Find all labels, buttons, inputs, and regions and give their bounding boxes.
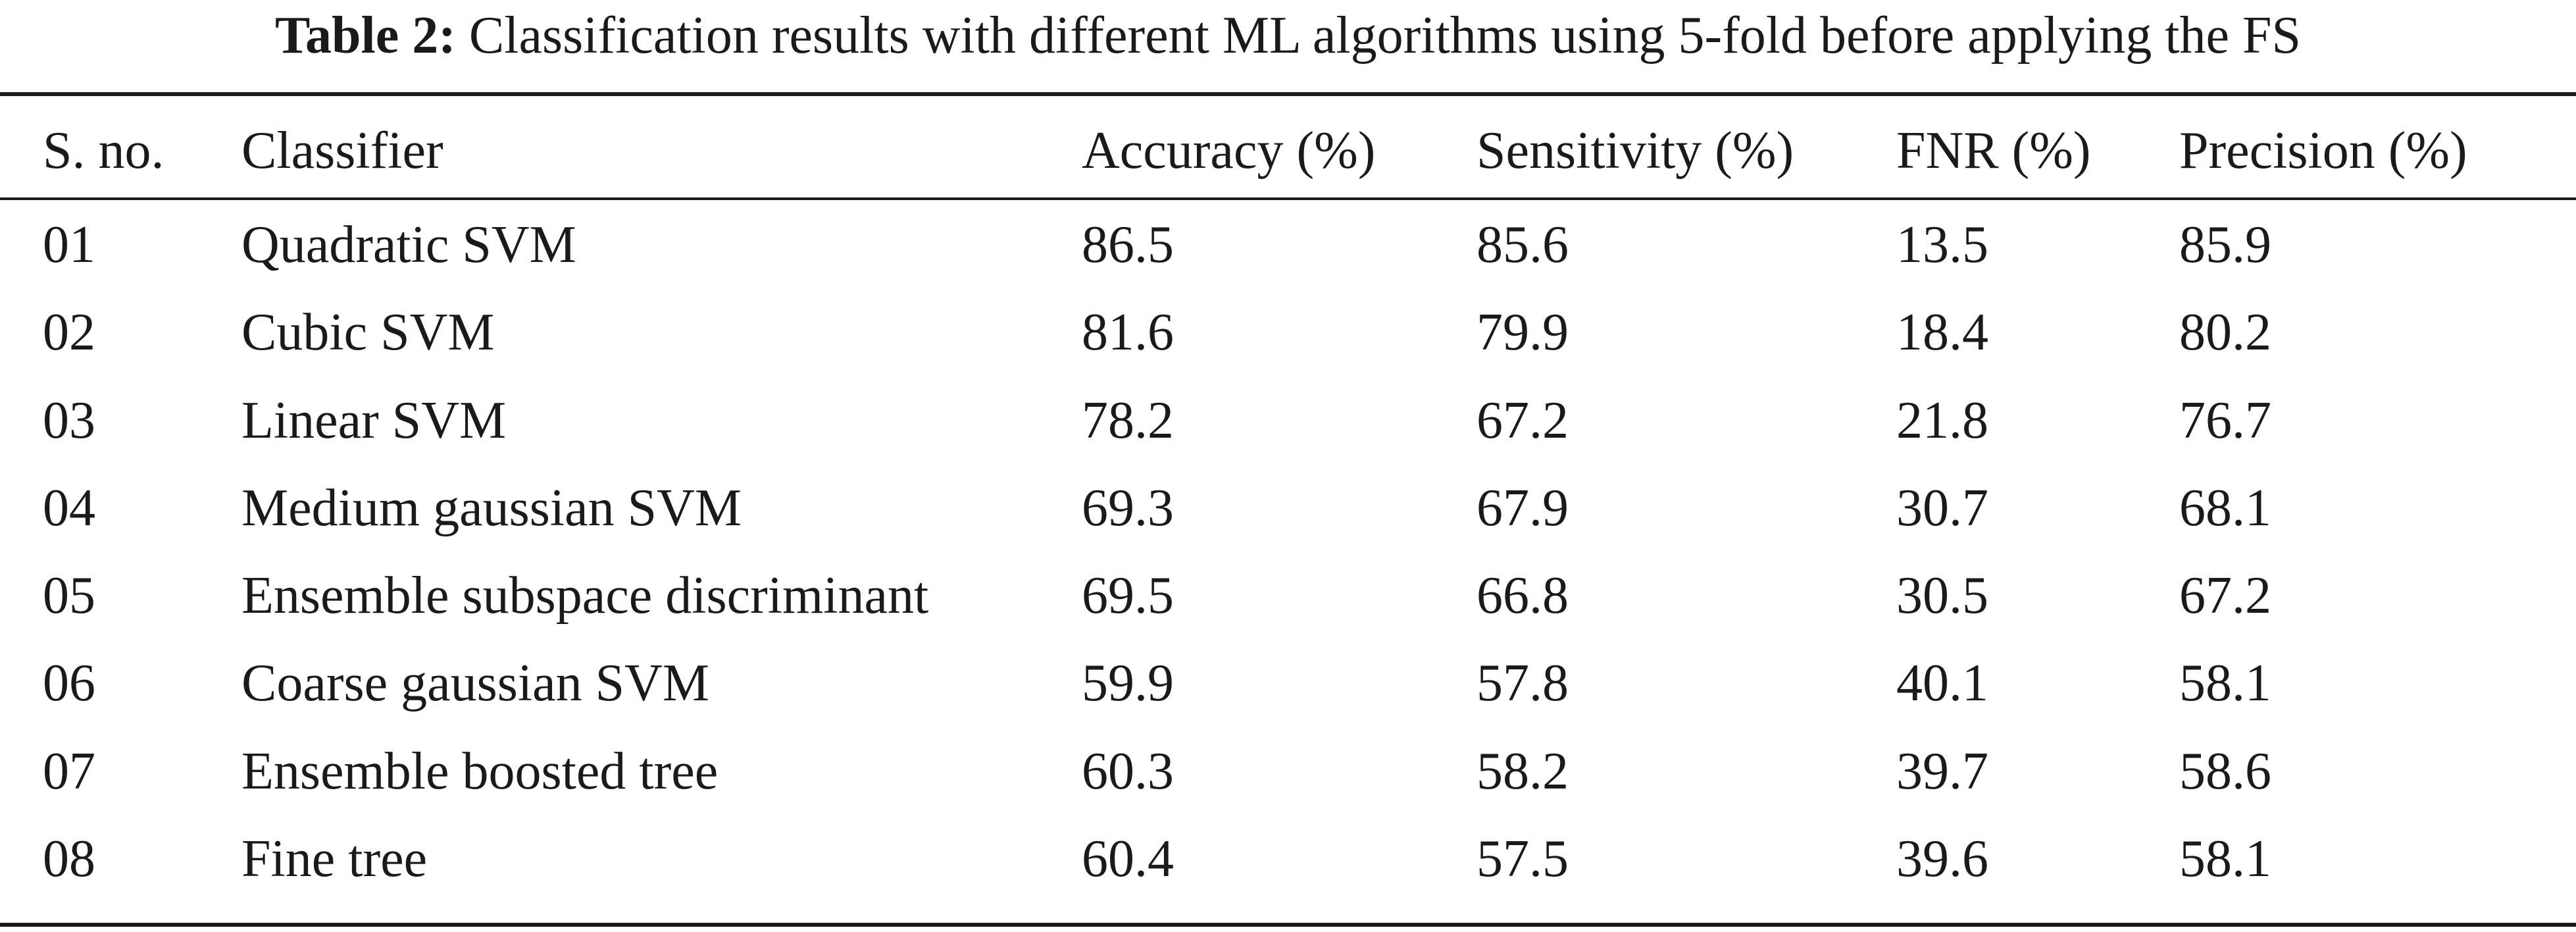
cell-classifier: Quadratic SVM bbox=[241, 216, 576, 274]
header-cell-accuracy: Accuracy (%) bbox=[1082, 121, 1376, 180]
cell-sensitivity: 57.8 bbox=[1477, 654, 1569, 713]
cell-accuracy: 69.5 bbox=[1082, 567, 1174, 625]
cell-fnr: 30.5 bbox=[1896, 567, 1988, 625]
cell-sensitivity: 57.5 bbox=[1477, 829, 1569, 888]
cell-classifier: Fine tree bbox=[241, 829, 428, 888]
cell-precision: 67.2 bbox=[2179, 567, 2271, 625]
cell-sno: 06 bbox=[43, 654, 95, 713]
cell-classifier: Ensemble subspace discriminant bbox=[241, 567, 929, 625]
cell-sno: 07 bbox=[43, 742, 95, 800]
results-table: S. no. Classifier Accuracy (%) Sensitivi… bbox=[0, 0, 2576, 903]
cell-fnr: 30.7 bbox=[1896, 479, 1988, 537]
table-row: 07 Ensemble boosted tree 60.3 58.2 39.7 … bbox=[0, 728, 2576, 816]
table-row: 08 Fine tree 60.4 57.5 39.6 58.1 bbox=[0, 816, 2576, 903]
table-header-row: S. no. Classifier Accuracy (%) Sensitivi… bbox=[0, 100, 2576, 201]
cell-precision: 58.1 bbox=[2179, 654, 2271, 713]
table-row: 01 Quadratic SVM 86.5 85.6 13.5 85.9 bbox=[0, 201, 2576, 289]
cell-precision: 68.1 bbox=[2179, 479, 2271, 537]
cell-sno: 05 bbox=[43, 567, 95, 625]
cell-sno: 03 bbox=[43, 391, 95, 450]
cell-precision: 58.1 bbox=[2179, 829, 2271, 888]
table-row: 03 Linear SVM 78.2 67.2 21.8 76.7 bbox=[0, 377, 2576, 465]
cell-accuracy: 81.6 bbox=[1082, 303, 1174, 362]
header-cell-classifier: Classifier bbox=[241, 121, 443, 180]
table-caption-label: Table 2: bbox=[275, 7, 456, 65]
cell-fnr: 39.7 bbox=[1896, 742, 1988, 800]
cell-sensitivity: 67.2 bbox=[1477, 391, 1569, 450]
cell-accuracy: 78.2 bbox=[1082, 391, 1174, 450]
header-cell-sensitivity: Sensitivity (%) bbox=[1477, 121, 1794, 180]
cell-precision: 85.9 bbox=[2179, 216, 2271, 274]
cell-sensitivity: 58.2 bbox=[1477, 742, 1569, 800]
table-row: 04 Medium gaussian SVM 69.3 67.9 30.7 68… bbox=[0, 465, 2576, 552]
cell-sno: 02 bbox=[43, 303, 95, 362]
table-row: 02 Cubic SVM 81.6 79.9 18.4 80.2 bbox=[0, 289, 2576, 376]
cell-classifier: Coarse gaussian SVM bbox=[241, 654, 710, 713]
cell-sno: 04 bbox=[43, 479, 95, 537]
cell-sno: 01 bbox=[43, 216, 95, 274]
table-row: 05 Ensemble subspace discriminant 69.5 6… bbox=[0, 552, 2576, 640]
table-caption: Table 2: Classification results with dif… bbox=[0, 0, 2576, 74]
cell-fnr: 18.4 bbox=[1896, 303, 1988, 362]
table-caption-text: Classification results with different ML… bbox=[468, 7, 2301, 65]
cell-classifier: Linear SVM bbox=[241, 391, 507, 450]
cell-fnr: 40.1 bbox=[1896, 654, 1988, 713]
header-cell-fnr: FNR (%) bbox=[1896, 121, 2091, 180]
table-top-rule bbox=[0, 92, 2576, 96]
header-cell-sno: S. no. bbox=[43, 121, 164, 180]
cell-accuracy: 60.4 bbox=[1082, 829, 1174, 888]
cell-precision: 58.6 bbox=[2179, 742, 2271, 800]
cell-fnr: 39.6 bbox=[1896, 829, 1988, 888]
cell-sensitivity: 85.6 bbox=[1477, 216, 1569, 274]
header-cell-precision: Precision (%) bbox=[2179, 121, 2467, 180]
caption-spacer-row bbox=[0, 0, 2576, 100]
cell-sensitivity: 67.9 bbox=[1477, 479, 1569, 537]
cell-classifier: Medium gaussian SVM bbox=[241, 479, 742, 537]
cell-accuracy: 86.5 bbox=[1082, 216, 1174, 274]
cell-classifier: Cubic SVM bbox=[241, 303, 495, 362]
cell-precision: 80.2 bbox=[2179, 303, 2271, 362]
cell-accuracy: 69.3 bbox=[1082, 479, 1174, 537]
table-bottom-rule bbox=[0, 923, 2576, 927]
cell-sensitivity: 66.8 bbox=[1477, 567, 1569, 625]
cell-sensitivity: 79.9 bbox=[1477, 303, 1569, 362]
cell-accuracy: 59.9 bbox=[1082, 654, 1174, 713]
cell-classifier: Ensemble boosted tree bbox=[241, 742, 719, 800]
table-row: 06 Coarse gaussian SVM 59.9 57.8 40.1 58… bbox=[0, 640, 2576, 727]
cell-sno: 08 bbox=[43, 829, 95, 888]
cell-fnr: 21.8 bbox=[1896, 391, 1988, 450]
table-header-rule bbox=[0, 197, 2576, 200]
cell-fnr: 13.5 bbox=[1896, 216, 1988, 274]
cell-precision: 76.7 bbox=[2179, 391, 2271, 450]
cell-accuracy: 60.3 bbox=[1082, 742, 1174, 800]
